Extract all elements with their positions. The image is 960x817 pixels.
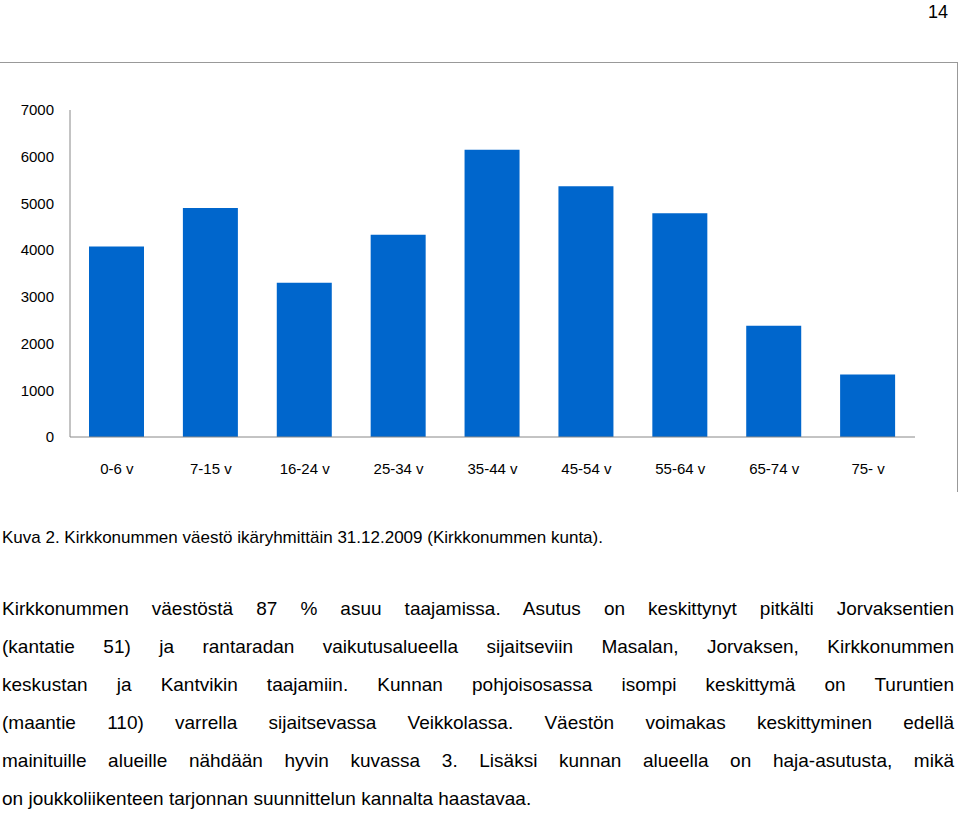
html-text:Kuva 2. Kirkkonummen väestö ik: Kuva 2. Kirkkonummen väestö ikäryhmittäi… — [2, 528, 603, 547]
svg-text:16-24 v: 16-24 v — [280, 460, 331, 477]
svg-text:5000: 5000 — [21, 195, 54, 212]
svg-text:55-64 v: 55-64 v — [655, 460, 706, 477]
html-text:on joukkoliikenteen tarjonnan: on joukkoliikenteen tarjonnan suunnittel… — [2, 788, 532, 809]
svg-text:65-74 v: 65-74 v — [749, 460, 800, 477]
svg-text:3000: 3000 — [21, 288, 54, 305]
svg-text:1000: 1000 — [21, 382, 54, 399]
svg-text:25-34 v: 25-34 v — [374, 460, 425, 477]
svg-text:75- v: 75- v — [851, 460, 885, 477]
html-text:keskustan ja Kantvikin taajami: keskustan ja Kantvikin taajamiin. Kunnan… — [2, 674, 954, 695]
svg-text:7-15 v: 7-15 v — [190, 460, 232, 477]
html-text:14: 14 — [928, 2, 948, 22]
svg-text:35-44 v: 35-44 v — [467, 460, 518, 477]
html-text:(maantie 110) varrella sijaits: (maantie 110) varrella sijaitsevassa Vei… — [2, 712, 954, 733]
html-text:(kantatie 51) ja rantaradan va: (kantatie 51) ja rantaradan vaikutusalue… — [2, 636, 954, 657]
svg-text:6000: 6000 — [21, 148, 54, 165]
svg-text:7000: 7000 — [21, 101, 54, 118]
html-text:Kirkkonummen väestöstä 87 % as: Kirkkonummen väestöstä 87 % asuu taajami… — [2, 598, 954, 619]
svg-text:4000: 4000 — [21, 241, 54, 258]
svg-text:2000: 2000 — [21, 335, 54, 352]
html-text:mainituille alueille nähdään h: mainituille alueille nähdään hyvin kuvas… — [2, 750, 954, 771]
svg-text:0-6 v: 0-6 v — [100, 460, 134, 477]
svg-text:0: 0 — [46, 428, 54, 445]
svg-text:45-54 v: 45-54 v — [561, 460, 612, 477]
